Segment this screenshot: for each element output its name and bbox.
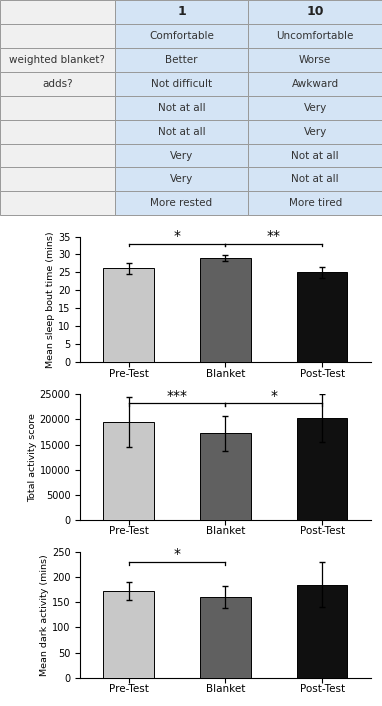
Text: Better: Better [165, 55, 198, 65]
FancyBboxPatch shape [248, 167, 382, 191]
Bar [104, 591, 154, 678]
Bar [200, 433, 251, 520]
FancyBboxPatch shape [115, 96, 248, 119]
Text: 1: 1 [177, 6, 186, 18]
FancyBboxPatch shape [248, 24, 382, 48]
Text: *: * [173, 547, 180, 561]
FancyBboxPatch shape [0, 96, 115, 119]
Text: Not at all: Not at all [291, 150, 339, 160]
FancyBboxPatch shape [0, 24, 115, 48]
FancyBboxPatch shape [115, 48, 248, 72]
Text: *: * [173, 229, 180, 243]
FancyBboxPatch shape [248, 72, 382, 96]
FancyBboxPatch shape [115, 119, 248, 143]
FancyBboxPatch shape [0, 48, 115, 72]
FancyBboxPatch shape [115, 0, 248, 24]
Text: ***: *** [167, 388, 188, 402]
Text: **: ** [267, 229, 281, 243]
FancyBboxPatch shape [248, 143, 382, 167]
Text: *: * [270, 388, 277, 402]
Bar [200, 597, 251, 678]
FancyBboxPatch shape [115, 72, 248, 96]
Text: 10: 10 [306, 6, 324, 18]
Y-axis label: Mean sleep bout time (mins): Mean sleep bout time (mins) [46, 231, 55, 368]
FancyBboxPatch shape [248, 48, 382, 72]
Bar [297, 418, 347, 520]
Bar [297, 273, 347, 362]
Y-axis label: Total activity score: Total activity score [28, 413, 37, 501]
Bar [104, 422, 154, 520]
Text: Not at all: Not at all [291, 174, 339, 184]
Bar [200, 258, 251, 362]
FancyBboxPatch shape [0, 119, 115, 143]
FancyBboxPatch shape [115, 191, 248, 215]
FancyBboxPatch shape [248, 119, 382, 143]
Text: Not difficult: Not difficult [151, 79, 212, 89]
FancyBboxPatch shape [0, 167, 115, 191]
FancyBboxPatch shape [115, 143, 248, 167]
Text: Awkward: Awkward [291, 79, 339, 89]
Text: adds?: adds? [42, 79, 73, 89]
Text: weighted blanket?: weighted blanket? [10, 55, 105, 65]
Y-axis label: Mean dark activity (mins): Mean dark activity (mins) [40, 554, 49, 676]
FancyBboxPatch shape [115, 167, 248, 191]
Text: Not at all: Not at all [158, 126, 205, 136]
Bar [297, 585, 347, 678]
Text: Comfortable: Comfortable [149, 31, 214, 41]
FancyBboxPatch shape [248, 0, 382, 24]
Text: Very: Very [304, 126, 327, 136]
FancyBboxPatch shape [115, 24, 248, 48]
FancyBboxPatch shape [0, 72, 115, 96]
FancyBboxPatch shape [248, 96, 382, 119]
Text: Very: Very [170, 174, 193, 184]
FancyBboxPatch shape [0, 0, 115, 24]
Text: More rested: More rested [151, 198, 212, 208]
Text: Very: Very [304, 102, 327, 113]
Bar [104, 268, 154, 362]
FancyBboxPatch shape [0, 143, 115, 167]
Text: Not at all: Not at all [158, 102, 205, 113]
Text: More tired: More tired [288, 198, 342, 208]
FancyBboxPatch shape [0, 191, 115, 215]
Text: Uncomfortable: Uncomfortable [277, 31, 354, 41]
Text: Very: Very [170, 150, 193, 160]
Text: Worse: Worse [299, 55, 331, 65]
FancyBboxPatch shape [248, 191, 382, 215]
